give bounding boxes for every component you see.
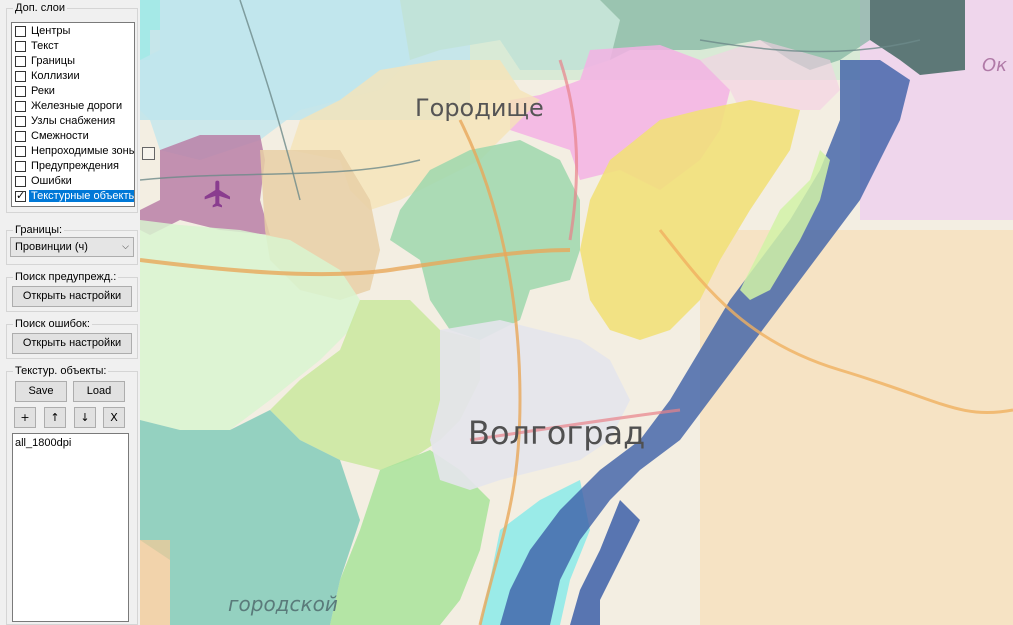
layer-label: Границы [31, 55, 75, 67]
save-button[interactable]: Save [15, 381, 67, 402]
errors-title: Поиск ошибок: [13, 317, 92, 331]
layer-label: Смежности [31, 130, 89, 142]
layer-label: Ошибки [31, 175, 72, 187]
layer-checkbox[interactable] [15, 56, 26, 67]
map-resize-handle[interactable] [142, 147, 155, 160]
layer-item[interactable]: Реки [12, 84, 134, 99]
borders-title: Границы: [13, 223, 65, 237]
sidebar: Доп. слои Центры Текст Границы Коллизии Реки… [0, 0, 140, 625]
layer-item[interactable]: Коллизии [12, 69, 134, 84]
borders-group: Границы: [6, 223, 138, 265]
load-button[interactable]: Load [73, 381, 125, 402]
layer-label: Предупреждения [31, 160, 119, 172]
errors-settings-button[interactable]: Открыть настройки [12, 333, 132, 354]
layer-checkbox[interactable] [15, 161, 26, 172]
city-label-gorodskoy: городской [228, 592, 338, 616]
layer-item[interactable]: Текст [12, 39, 134, 54]
layer-label: Непроходимые зоны [31, 145, 134, 157]
layers-title: Доп. слои [13, 1, 68, 15]
add-button[interactable]: + [14, 407, 36, 428]
texture-objects-list[interactable]: all_1800dpi [12, 433, 129, 622]
layer-item[interactable]: Текстурные объекты [12, 189, 134, 204]
texture-objects-title: Текстур. объекты: [13, 364, 109, 378]
map-view[interactable]: Городище Волгоград городской Ок [140, 0, 1013, 625]
layer-checkbox[interactable] [15, 101, 26, 112]
layer-label: Текстурные объекты [29, 190, 134, 202]
borders-select-value: Провинции (ч) [15, 241, 88, 253]
layer-label: Текст [31, 40, 59, 52]
map-canvas [140, 0, 1013, 625]
list-item[interactable]: all_1800dpi [15, 437, 72, 449]
warnings-settings-button[interactable]: Открыть настройки [12, 286, 132, 307]
layer-checkbox[interactable] [15, 176, 26, 187]
layer-item[interactable]: Непроходимые зоны [12, 144, 134, 159]
layer-item[interactable]: Границы [12, 54, 134, 69]
layer-item[interactable]: Ошибки [12, 174, 134, 189]
warnings-title: Поиск предупрежд.: [13, 270, 119, 284]
layer-item[interactable]: Железные дороги [12, 99, 134, 114]
layer-checkbox[interactable] [15, 116, 26, 127]
layer-item[interactable]: Узлы снабжения [12, 114, 134, 129]
layer-checkbox[interactable] [15, 131, 26, 142]
chevron-down-icon: ⌵ [122, 242, 129, 252]
layer-label: Железные дороги [31, 100, 123, 112]
city-label-gorodishche: Городище [415, 94, 544, 122]
layer-checkbox[interactable] [15, 71, 26, 82]
move-up-button[interactable]: ↑ [44, 407, 66, 428]
layer-checkbox[interactable] [15, 189, 26, 203]
remove-button[interactable]: X [103, 407, 125, 428]
airplane-icon [204, 180, 230, 208]
warnings-group: Поиск предупрежд.: [6, 270, 138, 312]
layer-item[interactable]: Смежности [12, 129, 134, 144]
layers-list[interactable]: Центры Текст Границы Коллизии Реки Железные д… [11, 22, 135, 207]
layer-checkbox[interactable] [15, 86, 26, 97]
layer-label: Реки [31, 85, 55, 97]
errors-group: Поиск ошибок: [6, 317, 138, 359]
borders-select[interactable]: Провинции (ч) ⌵ [10, 237, 134, 257]
layer-item[interactable]: Предупреждения [12, 159, 134, 174]
layer-checkbox[interactable] [15, 146, 26, 157]
city-label-ok: Ок [982, 55, 1008, 76]
layer-checkbox[interactable] [15, 26, 26, 37]
city-label-volgograd: Волгоград [468, 414, 646, 452]
layer-item[interactable]: Центры [12, 24, 134, 39]
layer-label: Узлы снабжения [31, 115, 116, 127]
layer-label: Центры [31, 25, 71, 37]
layer-checkbox[interactable] [15, 41, 26, 52]
layer-label: Коллизии [31, 70, 80, 82]
layers-group: Доп. слои Центры Текст Границы Коллизии Реки… [6, 1, 138, 213]
move-down-button[interactable]: ↓ [74, 407, 96, 428]
